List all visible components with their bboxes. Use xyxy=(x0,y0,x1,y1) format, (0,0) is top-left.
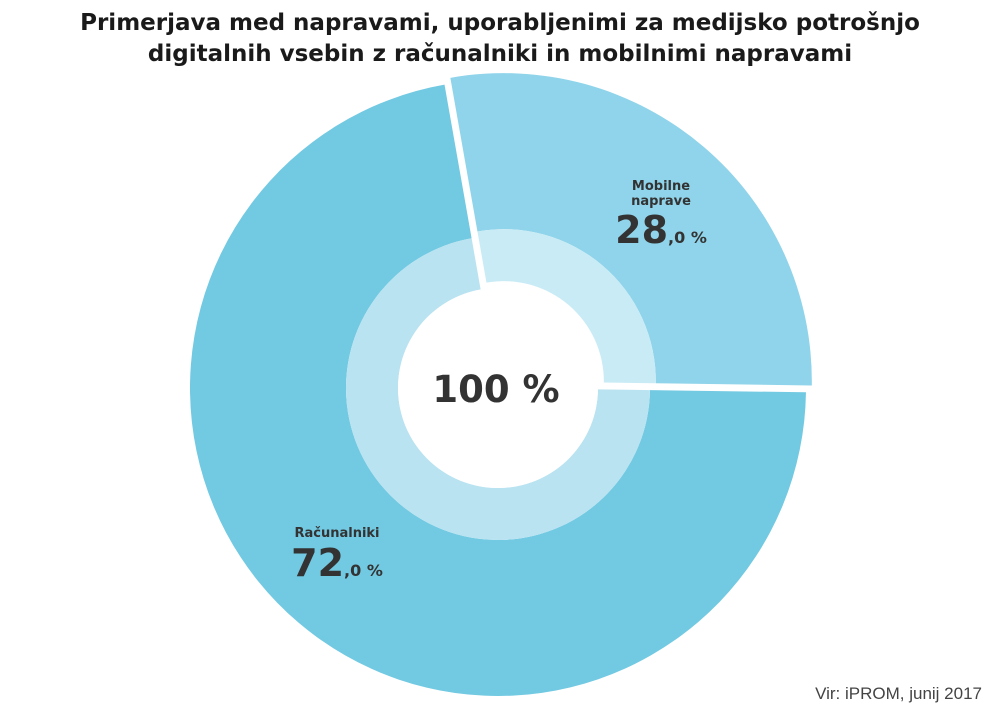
slice-desktop-inner xyxy=(346,238,650,540)
donut-hole xyxy=(398,288,598,488)
source-note: Vir: iPROM, junij 2017 xyxy=(815,684,982,703)
slice-value-mobile: 28,0 % xyxy=(615,208,707,252)
slice-value-desktop: 72,0 % xyxy=(291,541,383,585)
slice-label-desktop: Računalniki 72,0 % xyxy=(291,526,383,585)
slice-value-mobile-int: 28 xyxy=(615,208,668,252)
slice-value-mobile-dec: ,0 % xyxy=(668,228,707,247)
slice-mobile-outer xyxy=(450,73,812,386)
slice-desktop-outer xyxy=(189,84,806,696)
chart-title-line-1: Primerjava med napravami, uporabljenimi … xyxy=(80,10,920,36)
slice-label-mobile-line-1: Mobilne xyxy=(632,179,690,194)
slice-label-desktop-line-1: Računalniki xyxy=(294,526,379,541)
slice-value-desktop-dec: ,0 % xyxy=(344,561,383,580)
slice-mobile-inner xyxy=(477,229,656,384)
center-total-label: 100 % xyxy=(432,368,559,411)
chart-title-line-2: digitalnih vsebin z računalniki in mobil… xyxy=(147,41,853,67)
slice-value-desktop-int: 72 xyxy=(291,541,344,585)
slice-label-mobile: Mobilne naprave 28,0 % xyxy=(615,179,707,252)
chart-title: Primerjava med napravami, uporabljenimi … xyxy=(0,8,1000,70)
inner-ring xyxy=(346,229,656,540)
slice-label-mobile-line-2: naprave xyxy=(631,194,691,209)
outer-ring xyxy=(189,73,812,696)
